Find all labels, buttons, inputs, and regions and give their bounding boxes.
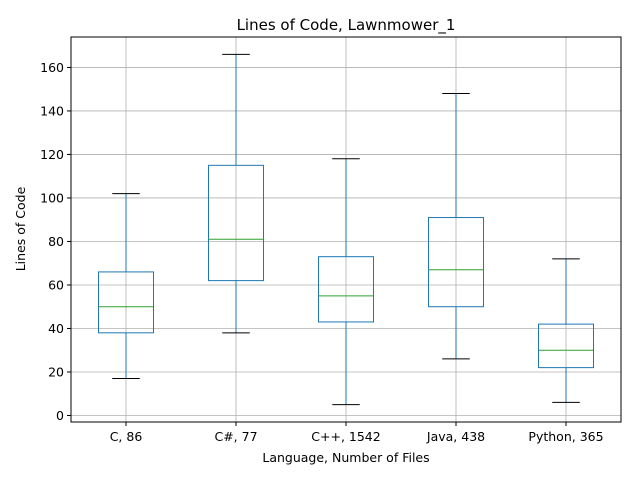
x-tick-label: C++, 1542	[311, 429, 380, 444]
x-tick-label: C, 86	[110, 429, 143, 444]
chart-title: Lines of Code, Lawnmower_1	[237, 16, 456, 35]
box-2	[208, 53, 264, 334]
y-tick-label: 160	[40, 60, 64, 75]
y-tick-label: 20	[48, 364, 64, 379]
box-1	[98, 193, 154, 379]
x-axis-ticks: C, 86 C#, 77 C++, 1542 Java, 438 Python, 365	[110, 422, 604, 444]
interquartile-box	[208, 164, 264, 282]
box-series	[98, 53, 594, 406]
y-tick-label: 140	[40, 103, 64, 118]
x-tick-label: C#, 77	[214, 429, 257, 444]
interquartile-box	[318, 256, 374, 323]
interquartile-box	[428, 217, 484, 308]
y-tick-label: 60	[48, 277, 64, 292]
interquartile-box	[538, 323, 594, 369]
x-axis-label: Language, Number of Files	[262, 450, 429, 465]
box-3	[318, 158, 374, 406]
y-axis-ticks: 0 20 40 60 80 100 120 140 160	[40, 60, 71, 423]
y-tick-label: 80	[48, 234, 64, 249]
box-4	[428, 93, 484, 360]
y-tick-label: 120	[40, 147, 64, 162]
y-axis-label: Lines of Code	[13, 186, 28, 271]
x-tick-label: Java, 438	[426, 429, 485, 444]
y-tick-label: 0	[56, 408, 64, 423]
interquartile-box	[98, 271, 154, 334]
y-tick-label: 40	[48, 321, 64, 336]
x-tick-label: Python, 365	[528, 429, 603, 444]
box-5	[538, 258, 594, 403]
y-tick-label: 100	[40, 190, 64, 205]
